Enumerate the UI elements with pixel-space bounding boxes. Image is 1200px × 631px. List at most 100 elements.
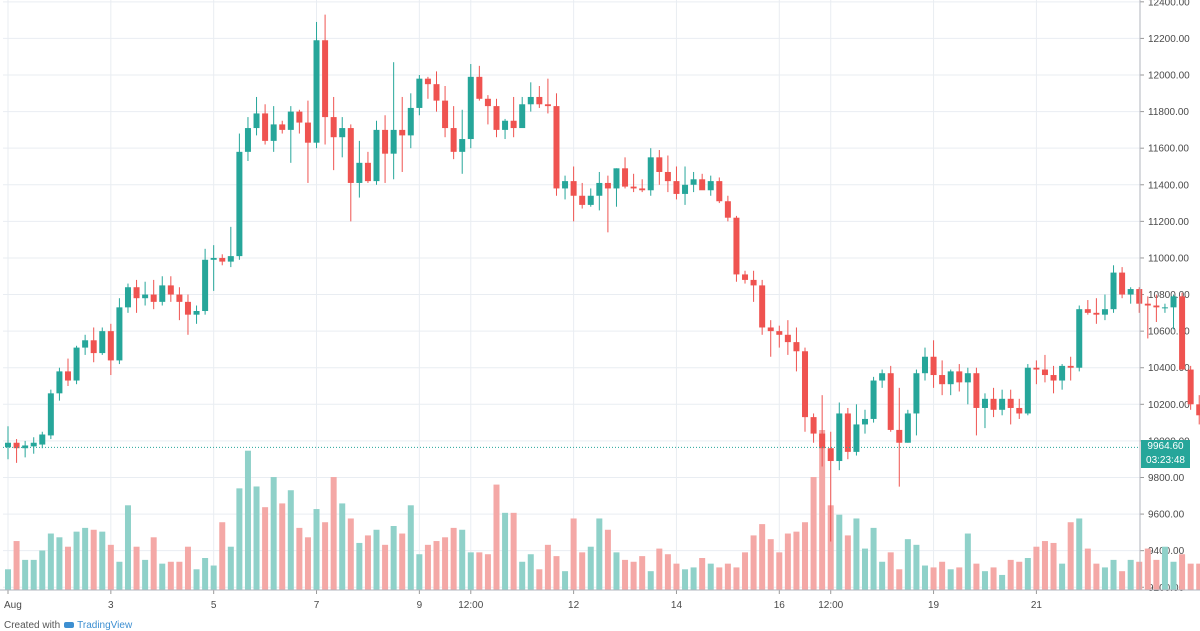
candle-body (579, 195, 586, 205)
candle-body (1136, 289, 1143, 304)
current-price-tag: 9964.60 (1141, 440, 1190, 455)
volume-bar (73, 531, 80, 590)
volume-bar (639, 556, 646, 590)
candle-body (656, 157, 663, 172)
time-tick-label: 7 (314, 600, 320, 611)
volume-bar (313, 509, 320, 590)
price-tick-label: 12400.00 (1148, 0, 1190, 8)
volume-bar (202, 558, 209, 590)
volume-bar (896, 569, 903, 590)
candle-body (364, 162, 371, 182)
volume-bar (219, 522, 226, 590)
volume-bar (227, 546, 234, 590)
candle-body (304, 122, 311, 143)
candle-body (124, 287, 131, 308)
candle-body (810, 417, 817, 434)
volume-bar (1144, 548, 1151, 590)
volume-bar (322, 522, 329, 590)
volume-bar (244, 450, 251, 590)
volume-bar (433, 541, 440, 590)
candle-body (279, 124, 286, 130)
volume-bar (776, 552, 783, 590)
attribution-prefix: Created with (4, 620, 61, 631)
volume-bar (210, 565, 217, 590)
volume-bar (467, 552, 474, 590)
candle-body (733, 217, 740, 275)
candle-body (47, 393, 54, 436)
volume-bar (1101, 567, 1108, 590)
candle-body (244, 128, 251, 152)
volume-bar (664, 554, 671, 590)
candle-body (416, 78, 423, 108)
candle-body (673, 181, 680, 194)
volume-bar (1187, 563, 1194, 590)
candle-body (210, 257, 217, 260)
candle-body (459, 139, 466, 152)
candle-body (356, 162, 363, 183)
candle-body (587, 195, 594, 205)
volume-bar (784, 533, 791, 590)
volume-bar (690, 567, 697, 590)
volume-bar (364, 535, 371, 590)
candle-body (819, 433, 826, 449)
candle-body (904, 413, 911, 443)
candle-body (13, 442, 20, 449)
volume-bar (1033, 546, 1040, 590)
candle-body (544, 104, 551, 107)
candle-body (424, 78, 431, 85)
candle-body (1024, 367, 1031, 414)
candle-body (1084, 309, 1091, 313)
volume-bar (382, 544, 389, 590)
volume-bar (124, 505, 131, 590)
attribution-brand[interactable]: TradingView (77, 620, 133, 631)
volume-bar (562, 571, 569, 590)
volume-bar (184, 546, 191, 590)
volume-bar (1161, 546, 1168, 590)
volume-bar (1179, 554, 1186, 590)
volume-bar (759, 524, 766, 590)
volume-bar (304, 537, 311, 590)
candle-body (664, 171, 671, 182)
price-tick-label: 9600.00 (1148, 510, 1185, 521)
candle-body (519, 104, 526, 129)
price-tick-label: 11400.00 (1148, 180, 1189, 191)
candle-body (604, 182, 611, 189)
volume-bar (519, 561, 526, 590)
volume-bar (596, 518, 603, 590)
time-tick-label: Aug (4, 600, 22, 611)
volume-bar (39, 550, 46, 590)
volume-bar (733, 567, 740, 590)
candle-body (527, 96, 534, 105)
time-tick-label: 12:00 (458, 600, 483, 611)
volume-bar (450, 527, 457, 590)
time-tick-label: 14 (671, 600, 683, 611)
volume-bar (981, 571, 988, 590)
volume-bar (1110, 559, 1117, 590)
volume-bar (416, 554, 423, 590)
candle-body (56, 371, 63, 394)
volume-bar (553, 556, 560, 590)
volume-bar (836, 514, 843, 590)
volume-bar (527, 554, 534, 590)
volume-bar (1059, 563, 1066, 590)
chart-attribution[interactable]: Created with TradingView (4, 620, 132, 631)
candle-body (339, 128, 346, 138)
candle-body (639, 188, 646, 191)
volume-bar (1084, 548, 1091, 590)
volume-bar (1196, 563, 1200, 590)
candle-body (107, 331, 114, 361)
price-tick-label: 11200.00 (1148, 217, 1189, 228)
volume-bar (373, 529, 380, 590)
candle-body (973, 373, 980, 408)
price-tick-label: 12200.00 (1148, 34, 1190, 45)
volume-bar (167, 561, 174, 590)
candle-body (73, 347, 80, 381)
volume-bar (502, 512, 509, 590)
candle-body (159, 285, 166, 302)
volume-bar (870, 527, 877, 590)
candle-body (827, 448, 834, 462)
candle-body (716, 181, 723, 202)
candle-body (227, 256, 234, 262)
